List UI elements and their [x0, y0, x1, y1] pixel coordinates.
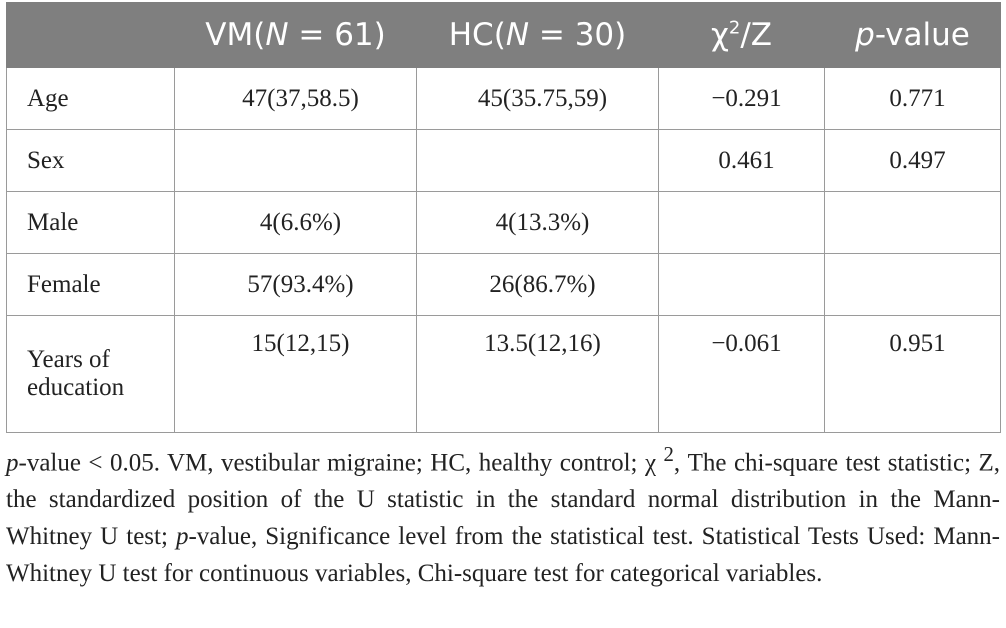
table-footnote: p-value < 0.05. VM, vestibular migraine;…	[6, 436, 1000, 592]
row-label: Sex	[6, 129, 175, 192]
cell-vm	[174, 129, 417, 192]
cell-vm: 57(93.4%)	[174, 253, 417, 316]
footnote-superscript: 2	[663, 442, 674, 466]
cell-statistic	[658, 191, 825, 254]
cell-p-value	[824, 191, 1001, 254]
cell-statistic: 0.461	[658, 129, 825, 192]
table-row: Female 57(93.4%) 26(86.7%)	[6, 253, 1001, 316]
demographics-table: VM(N = 61) HC(N = 30) χ2/Z p-value Age 4…	[6, 2, 1001, 433]
cell-p-value	[824, 253, 1001, 316]
cell-vm: 15(12,15)	[174, 315, 417, 433]
footnote-part-1: -value < 0.05. VM, vestibular migraine; …	[18, 449, 664, 477]
table-header-row: VM(N = 61) HC(N = 30) χ2/Z p-value	[6, 2, 1001, 68]
table-row: Age 47(37,58.5) 45(35.75,59) −0.291 0.77…	[6, 67, 1001, 130]
row-label: Male	[6, 191, 175, 254]
cell-statistic	[658, 253, 825, 316]
cell-vm: 47(37,58.5)	[174, 67, 417, 130]
cell-hc: 26(86.7%)	[416, 253, 659, 316]
row-label: Female	[6, 253, 175, 316]
cell-hc: 4(13.3%)	[416, 191, 659, 254]
table-row: Sex 0.461 0.497	[6, 129, 1001, 192]
header-p-value: p-value	[824, 2, 1001, 68]
cell-hc: 13.5(12,16)	[416, 315, 659, 433]
footnote-part-3: -value, Significance level from the stat…	[6, 523, 1000, 588]
footnote-p-italic: p	[6, 449, 19, 477]
cell-vm: 4(6.6%)	[174, 191, 417, 254]
cell-p-value: 0.771	[824, 67, 1001, 130]
cell-p-value: 0.951	[824, 315, 1001, 433]
header-vm: VM(N = 61)	[174, 2, 417, 68]
cell-hc	[416, 129, 659, 192]
cell-statistic: −0.061	[658, 315, 825, 433]
row-label: Years of education	[6, 315, 175, 433]
header-empty	[6, 2, 175, 68]
cell-hc: 45(35.75,59)	[416, 67, 659, 130]
table-row: Years of education 15(12,15) 13.5(12,16)…	[6, 315, 1001, 433]
table-container: VM(N = 61) HC(N = 30) χ2/Z p-value Age 4…	[6, 2, 1001, 433]
cell-statistic: −0.291	[658, 67, 825, 130]
footnote-part-2: , The chi-square test statistic; Z, the …	[6, 449, 1000, 551]
cell-p-value: 0.497	[824, 129, 1001, 192]
header-hc: HC(N = 30)	[416, 2, 659, 68]
footnote-p-italic-2: p	[175, 523, 189, 551]
row-label: Age	[6, 67, 175, 130]
header-statistic: χ2/Z	[658, 2, 825, 68]
table-row: Male 4(6.6%) 4(13.3%)	[6, 191, 1001, 254]
